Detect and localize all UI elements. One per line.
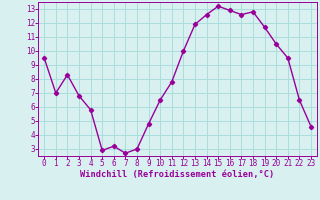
X-axis label: Windchill (Refroidissement éolien,°C): Windchill (Refroidissement éolien,°C) xyxy=(80,170,275,179)
